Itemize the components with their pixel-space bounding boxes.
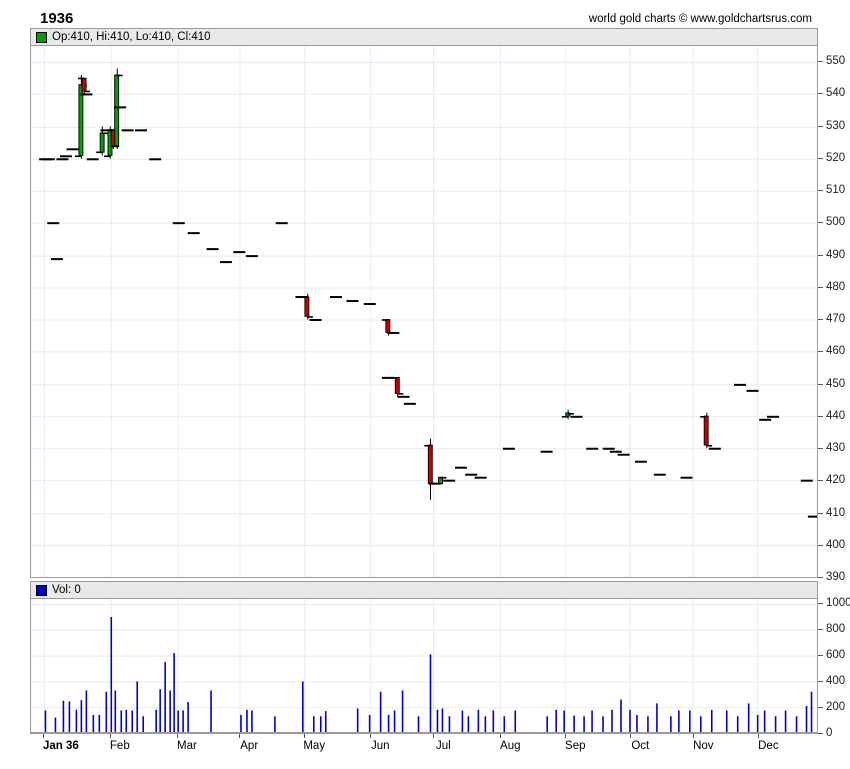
ohlc-legend-label: Op:410, Hi:410, Lo:410, Cl:410 <box>52 31 211 43</box>
price-axis-tick <box>818 383 823 385</box>
volume-legend-bar: Vol: 0 <box>31 582 817 599</box>
price-axis-tick <box>818 544 823 546</box>
price-axis-label: 410 <box>826 506 846 519</box>
x-axis-month-label: Aug <box>500 740 521 752</box>
x-axis-tick <box>239 734 240 738</box>
volume-chart-panel: Vol: 0 <box>30 581 818 734</box>
price-axis-tick <box>818 415 823 417</box>
x-axis-tick <box>177 734 178 738</box>
x-axis-month-label: Dec <box>758 740 779 752</box>
x-axis-tick <box>630 734 631 738</box>
x-axis-tick <box>43 734 44 738</box>
x-axis-months: Jan 36 Feb Mar Apr May Jun Jul Aug Sep Oct Nov Dec <box>30 734 818 764</box>
price-axis-label: 500 <box>826 216 846 229</box>
volume-axis-label: 200 <box>826 701 846 714</box>
volume-legend-swatch-icon <box>36 584 47 596</box>
price-axis-label: 550 <box>826 55 846 68</box>
ohlc-legend-swatch-icon <box>36 31 47 43</box>
volume-axis-label: 0 <box>826 727 833 739</box>
price-axis-label: 430 <box>826 442 846 455</box>
price-axis-tick <box>818 93 823 95</box>
price-y-axis: 390 400 410 420 430 440 450 460 470 480 490 500 510 5… <box>818 28 850 583</box>
volume-axis-label: 1000 <box>826 597 850 610</box>
price-axis-label: 540 <box>826 87 846 100</box>
price-axis-tick <box>818 222 823 224</box>
price-axis-tick <box>818 480 823 482</box>
x-axis-tick <box>500 734 501 738</box>
x-axis-tick <box>693 734 694 738</box>
price-axis-label: 400 <box>826 538 846 551</box>
price-axis-label: 530 <box>826 119 846 132</box>
price-axis-tick <box>818 319 823 321</box>
x-axis-month-label: Sep <box>565 740 586 752</box>
price-axis-tick <box>818 157 823 159</box>
price-axis-label: 450 <box>826 377 846 390</box>
x-axis-month-label: Jan 36 <box>42 740 79 752</box>
volume-axis-label: 600 <box>826 649 846 662</box>
x-axis-month-label: Oct <box>631 740 650 752</box>
price-axis-label: 390 <box>826 571 846 583</box>
price-axis-label: 510 <box>826 184 846 197</box>
volume-axis-tick <box>818 707 823 709</box>
price-axis-tick <box>818 286 823 288</box>
price-axis-tick <box>818 448 823 450</box>
price-axis-label: 520 <box>826 151 846 164</box>
volume-axis-label: 800 <box>826 623 846 636</box>
price-axis-label: 440 <box>826 409 846 422</box>
attribution-text: world gold charts © www.goldchartsrus.co… <box>588 13 812 25</box>
price-axis-tick <box>818 351 823 353</box>
x-axis-month-label: Jul <box>435 740 451 752</box>
volume-axis-tick <box>818 655 823 657</box>
price-axis-label: 490 <box>826 248 846 261</box>
x-axis-month-label: Feb <box>109 740 130 752</box>
price-chart-panel: Op:410, Hi:410, Lo:410, Cl:410 <box>30 28 818 578</box>
price-axis-label: 470 <box>826 313 846 326</box>
x-axis-tick <box>433 734 434 738</box>
price-axis-label: 420 <box>826 474 846 487</box>
x-axis-tick <box>304 734 305 738</box>
price-axis-tick <box>818 125 823 127</box>
volume-legend-label: Vol: 0 <box>52 584 81 596</box>
page-title: 1936 <box>40 10 74 27</box>
x-axis-month-label: May <box>303 740 326 752</box>
price-axis-label: 460 <box>826 345 846 358</box>
volume-plot-area[interactable] <box>31 599 817 733</box>
x-axis-tick <box>758 734 759 738</box>
volume-y-axis: 0 200 400 600 800 1000 <box>818 581 850 739</box>
volume-axis-tick <box>818 603 823 605</box>
x-axis-month-label: Mar <box>177 740 197 752</box>
volume-axis-tick <box>818 733 823 734</box>
x-axis-month-label: Apr <box>240 740 259 752</box>
volume-axis-tick <box>818 681 823 683</box>
x-axis-tick <box>110 734 111 738</box>
x-axis-tick <box>370 734 371 738</box>
price-axis-label: 480 <box>826 280 846 293</box>
price-axis-tick <box>818 577 823 578</box>
price-plot-area[interactable] <box>31 46 817 577</box>
price-legend-bar: Op:410, Hi:410, Lo:410, Cl:410 <box>31 29 817 46</box>
price-axis-tick <box>818 512 823 514</box>
price-axis-tick <box>818 61 823 63</box>
x-axis-tick <box>565 734 566 738</box>
volume-axis-tick <box>818 629 823 631</box>
x-axis-month-label: Jun <box>370 740 390 752</box>
price-axis-tick <box>818 254 823 256</box>
volume-axis-label: 400 <box>826 675 846 688</box>
x-axis-month-label: Nov <box>693 740 714 752</box>
price-axis-tick <box>818 190 823 192</box>
